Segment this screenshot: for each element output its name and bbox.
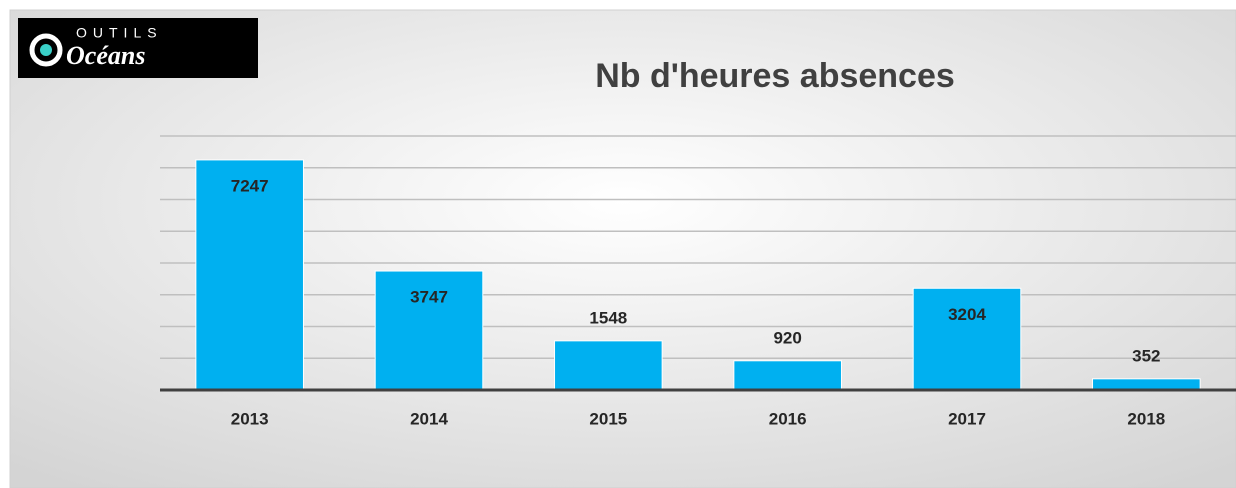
x-tick-label: 2013 <box>231 409 269 428</box>
logo: OUTILS Océans <box>18 18 258 78</box>
bar <box>912 287 1022 391</box>
bar <box>1092 378 1201 391</box>
logo-dot <box>40 44 52 56</box>
bar <box>554 340 663 391</box>
data-label: 920 <box>773 328 801 347</box>
data-label: 3204 <box>948 305 986 324</box>
data-label: 7247 <box>231 176 269 195</box>
x-tick-label: 2015 <box>589 409 627 428</box>
x-tick-label: 2016 <box>769 409 807 428</box>
bar <box>195 159 304 391</box>
chart-title: Nb d'heures absences <box>595 57 955 95</box>
data-label: 1548 <box>589 308 627 327</box>
logo-top: OUTILS <box>76 25 163 41</box>
bar <box>733 360 842 391</box>
data-label: 3747 <box>410 288 448 307</box>
x-tick-label: 2017 <box>948 409 986 428</box>
data-label: 352 <box>1132 346 1160 365</box>
x-tick-label: 2018 <box>1127 409 1165 428</box>
x-tick-label: 2014 <box>410 409 448 428</box>
logo-bottom: Océans <box>66 41 145 70</box>
logo-ring <box>29 33 63 67</box>
bar <box>374 270 484 391</box>
